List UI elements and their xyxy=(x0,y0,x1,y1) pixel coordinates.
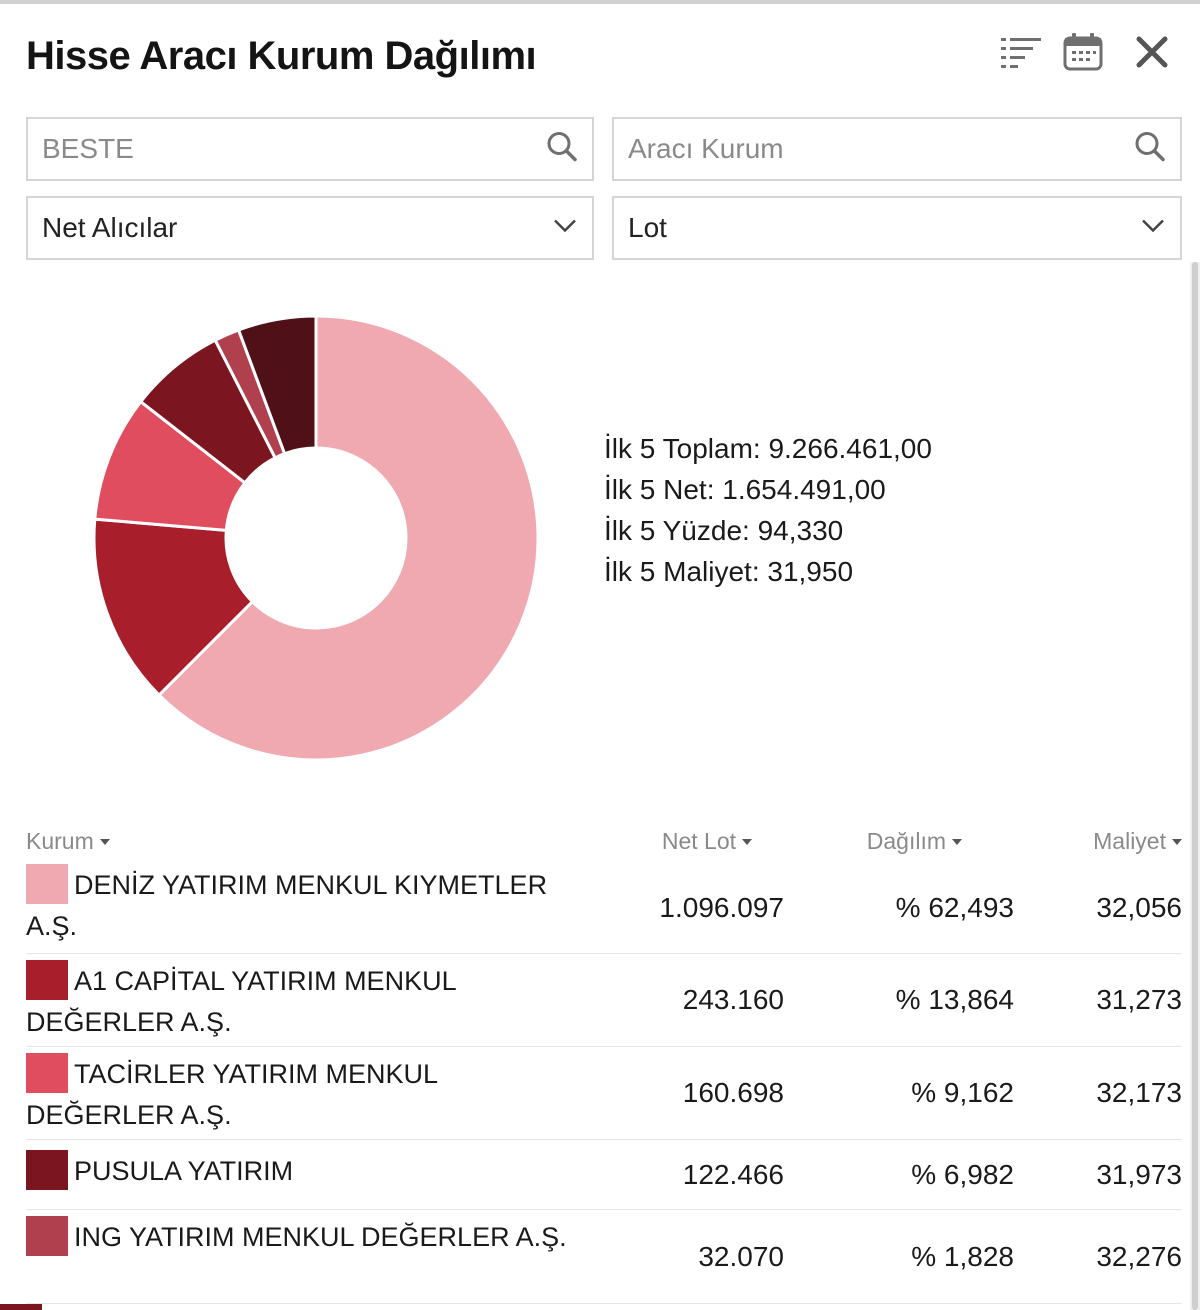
next-row-swatch xyxy=(0,1304,42,1310)
unit-select-value: Lot xyxy=(628,212,667,243)
sort-list-icon[interactable] xyxy=(996,30,1046,74)
side-select-value: Net Alıcılar xyxy=(42,212,178,243)
color-swatch xyxy=(26,1053,68,1093)
dagilim-cell: % 6,982 xyxy=(911,1158,1014,1190)
sort-caret-icon xyxy=(742,838,752,845)
table-row[interactable]: ING YATIRIM MENKUL DEĞERLER A.Ş. 32.070 … xyxy=(26,1210,1182,1304)
dagilim-cell: % 1,828 xyxy=(911,1240,1014,1272)
sort-caret-icon xyxy=(952,838,962,845)
table-row[interactable]: DENİZ YATIRIM MENKUL KIYMETLER A.Ş. 1.09… xyxy=(26,862,1182,954)
stock-search-input[interactable] xyxy=(42,133,482,165)
sort-caret-icon xyxy=(99,838,110,845)
panel-title: Hisse Aracı Kurum Dağılımı xyxy=(26,34,537,78)
summary-percent: İlk 5 Yüzde: 94,330 xyxy=(604,515,844,546)
sort-caret-icon xyxy=(1172,838,1182,845)
donut-slice[interactable] xyxy=(237,314,318,456)
broker-name: PUSULA YATIRIM xyxy=(74,1156,294,1186)
col-header-net-lot[interactable]: Net Lot xyxy=(662,828,752,855)
col-header-maliyet[interactable]: Maliyet xyxy=(1093,828,1182,855)
close-icon[interactable] xyxy=(1130,30,1174,74)
broker-search-field[interactable] xyxy=(612,117,1182,181)
maliyet-cell: 31,273 xyxy=(1096,984,1182,1015)
table-row[interactable]: TACİRLER YATIRIM MENKUL DEĞERLER A.Ş. 16… xyxy=(26,1047,1182,1140)
color-swatch xyxy=(26,960,68,1000)
color-swatch xyxy=(26,864,68,904)
color-swatch xyxy=(26,1150,68,1190)
net-lot-cell: 243.160 xyxy=(682,984,784,1015)
col-header-kurum[interactable]: Kurum xyxy=(26,828,110,855)
net-lot-cell: 122.466 xyxy=(682,1158,784,1190)
table-row[interactable]: PUSULA YATIRIM 122.466 % 6,982 31,973 xyxy=(26,1140,1182,1210)
side-select[interactable]: Net Alıcılar xyxy=(26,196,594,260)
broker-donut-chart xyxy=(92,314,540,762)
maliyet-cell: 32,056 xyxy=(1096,891,1182,923)
chevron-down-icon xyxy=(1140,218,1166,239)
broker-table: Kurum Net Lot Dağılım Maliyet DENİZ YATI… xyxy=(26,828,1182,1304)
broker-search-input[interactable] xyxy=(628,133,1070,165)
broker-name: ING YATIRIM MENKUL DEĞERLER A.Ş. xyxy=(74,1222,567,1252)
dagilim-cell: % 9,162 xyxy=(911,1077,1014,1108)
search-icon[interactable] xyxy=(546,131,578,168)
donut-slice[interactable] xyxy=(92,517,254,697)
dagilim-cell: % 62,493 xyxy=(895,891,1014,923)
summary-cost: İlk 5 Maliyet: 31,950 xyxy=(604,556,854,587)
maliyet-cell: 32,173 xyxy=(1096,1077,1182,1108)
net-lot-cell: 32.070 xyxy=(698,1240,784,1272)
net-lot-cell: 160.698 xyxy=(682,1077,784,1108)
summary-panel: İlk 5 Toplam: 9.266.461,00 İlk 5 Net: 1.… xyxy=(604,428,932,592)
col-header-dagilim[interactable]: Dağılım xyxy=(867,828,962,855)
summary-total: İlk 5 Toplam: 9.266.461,00 xyxy=(604,433,932,464)
color-swatch xyxy=(26,1216,68,1256)
net-lot-cell: 1.096.097 xyxy=(659,891,784,923)
stock-search-field[interactable] xyxy=(26,117,594,181)
search-icon[interactable] xyxy=(1134,131,1166,168)
unit-select[interactable]: Lot xyxy=(612,196,1182,260)
donut-slice[interactable] xyxy=(157,314,540,762)
window-top-edge xyxy=(0,0,1200,4)
broker-name: A1 CAPİTAL YATIRIM MENKUL DEĞERLER A.Ş. xyxy=(26,966,456,1037)
broker-name: TACİRLER YATIRIM MENKUL DEĞERLER A.Ş. xyxy=(26,1059,438,1130)
chevron-down-icon xyxy=(552,218,578,239)
table-row[interactable]: A1 CAPİTAL YATIRIM MENKUL DEĞERLER A.Ş. … xyxy=(26,954,1182,1047)
broker-name: DENİZ YATIRIM MENKUL KIYMETLER A.Ş. xyxy=(26,870,548,941)
scrollbar-thumb[interactable] xyxy=(1192,262,1198,1310)
maliyet-cell: 31,973 xyxy=(1096,1158,1182,1190)
table-header: Kurum Net Lot Dağılım Maliyet xyxy=(26,828,1182,862)
summary-net: İlk 5 Net: 1.654.491,00 xyxy=(604,474,886,505)
dagilim-cell: % 13,864 xyxy=(895,984,1014,1015)
maliyet-cell: 32,276 xyxy=(1096,1240,1182,1272)
calendar-icon[interactable] xyxy=(1060,30,1106,74)
